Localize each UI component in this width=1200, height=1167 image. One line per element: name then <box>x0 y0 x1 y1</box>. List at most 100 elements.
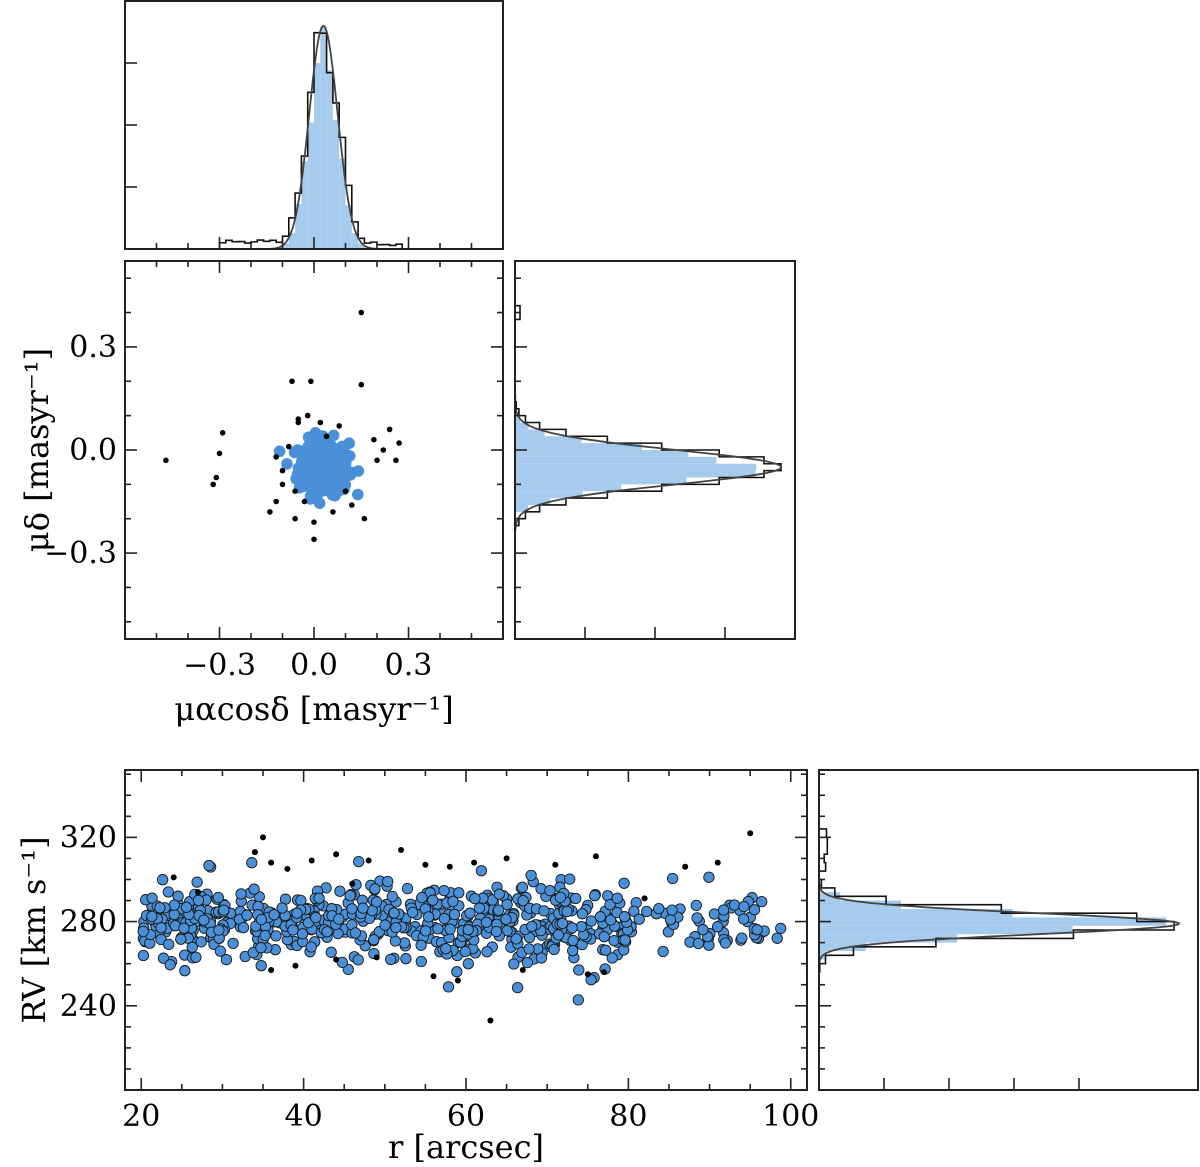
pmra-histogram-panel <box>124 0 504 250</box>
rv-member-point <box>448 908 461 921</box>
rv-member-point <box>462 924 474 936</box>
pmdec-histogram-panel <box>514 260 796 640</box>
rv-nonmember-point <box>349 880 356 887</box>
rv-nonmember-point <box>333 851 340 858</box>
pm-nonmember-point <box>336 423 343 429</box>
rv-member-point <box>447 895 459 908</box>
pmra-hist-filled-bar <box>339 158 346 249</box>
rv-member-point <box>508 958 520 970</box>
pm-nonmember-point <box>304 412 311 419</box>
rv-member-point <box>771 932 783 944</box>
rv-member-point <box>525 869 537 882</box>
rv-member-point <box>368 934 380 946</box>
rv-member-point <box>570 892 582 905</box>
pmdec-hist-filled-bar <box>515 491 583 499</box>
rv-member-point <box>349 927 362 939</box>
rv-member-point <box>666 872 679 885</box>
rv-member-point <box>248 883 260 895</box>
rv-member-point <box>163 938 175 951</box>
rv-member-point <box>738 900 750 913</box>
rv-nonmember-point <box>251 849 258 856</box>
rv-member-point <box>576 908 588 920</box>
rv-member-point <box>198 914 210 926</box>
pm-y-tick-label: 0.3 <box>69 330 117 365</box>
rv-member-point <box>214 945 227 957</box>
pm-member-point <box>338 457 351 469</box>
rv-member-point <box>137 925 149 938</box>
rv-nonmember-point <box>552 861 559 868</box>
pm-nonmember-point <box>311 536 317 543</box>
rv-member-point <box>237 921 250 934</box>
pmdec-hist-filled-bar <box>515 450 689 457</box>
pm-nonmember-point <box>396 440 402 446</box>
pm-member-point <box>294 445 307 457</box>
pm-nonmember-point <box>273 454 280 460</box>
rv-member-point <box>382 875 394 888</box>
rv-member-point <box>259 929 271 942</box>
rv-member-point <box>313 892 325 904</box>
rv-member-point <box>500 913 512 925</box>
pm-nonmember-point <box>279 467 286 474</box>
rv-member-point <box>481 946 493 958</box>
rv-member-point <box>666 904 678 916</box>
rv-member-point <box>736 932 748 944</box>
rv-member-point <box>544 884 556 897</box>
rv-nonmember-point <box>601 969 607 976</box>
rv-member-point <box>400 953 412 965</box>
pm-nonmember-point <box>216 450 223 457</box>
rv-member-point <box>618 911 631 923</box>
pm-nonmember-point <box>323 433 330 440</box>
rv-member-point <box>291 907 303 919</box>
rv-hist-filled-bar <box>819 900 901 909</box>
rv-member-point <box>154 902 166 914</box>
rv-y-tick-label: 280 <box>60 905 117 940</box>
rv-nonmember-point <box>487 1017 494 1024</box>
rv-member-point <box>218 904 230 916</box>
rv-member-point <box>195 936 207 948</box>
rv-member-point <box>691 912 703 924</box>
rv-member-point <box>459 945 471 958</box>
rv-member-point <box>287 924 299 936</box>
rv-member-point <box>548 943 560 956</box>
rv-member-point <box>501 898 513 911</box>
pm-nonmember-point <box>279 481 286 488</box>
rv-member-point <box>415 955 427 968</box>
rv-member-point <box>589 890 601 902</box>
pm-nonmember-point <box>308 378 314 385</box>
pm-nonmember-point <box>289 378 295 385</box>
pmra-hist-filled-bar <box>351 233 359 249</box>
pmra-hist-filled-bar <box>345 205 352 249</box>
pm-nonmember-point <box>273 498 280 505</box>
rv-member-point <box>180 901 193 913</box>
rv-nonmember-point <box>398 847 404 853</box>
rv-member-point <box>352 954 364 966</box>
pm-nonmember-point <box>219 430 226 436</box>
rv-member-point <box>490 925 503 938</box>
rv-member-point <box>406 906 419 919</box>
rv-member-point <box>464 907 476 919</box>
pm-nonmember-point <box>342 488 349 495</box>
rv-member-point <box>213 924 225 936</box>
pm-scatter-xlabel: μαcosδ [masyr⁻¹] <box>174 690 453 728</box>
pm-nonmember-point <box>358 309 365 316</box>
rv-member-point <box>146 910 158 923</box>
pmra-hist-filled-bar <box>301 161 308 249</box>
rv-nonmember-point <box>268 967 275 973</box>
rv-member-point <box>370 896 383 908</box>
rv-nonmember-point <box>503 855 510 862</box>
rv-member-point <box>473 902 486 914</box>
pmdec-hist-filled-bar <box>515 415 521 423</box>
rv-member-point <box>212 891 224 904</box>
rv-x-tick-label: 100 <box>762 1099 819 1134</box>
rv-hist-filled-bar <box>819 942 867 952</box>
rv-x-tick-label: 40 <box>285 1099 323 1134</box>
pm-nonmember-point <box>301 498 308 505</box>
rv-member-point <box>728 899 741 911</box>
rv-member-point <box>385 953 397 966</box>
pm-nonmember-point <box>292 488 298 495</box>
pm-nonmember-point <box>380 447 387 453</box>
rv-hist-filled-bar <box>819 934 958 943</box>
pm-nonmember-point <box>213 474 220 481</box>
rv-hist-filled-bar <box>819 917 1167 926</box>
rv-member-point <box>310 911 322 924</box>
